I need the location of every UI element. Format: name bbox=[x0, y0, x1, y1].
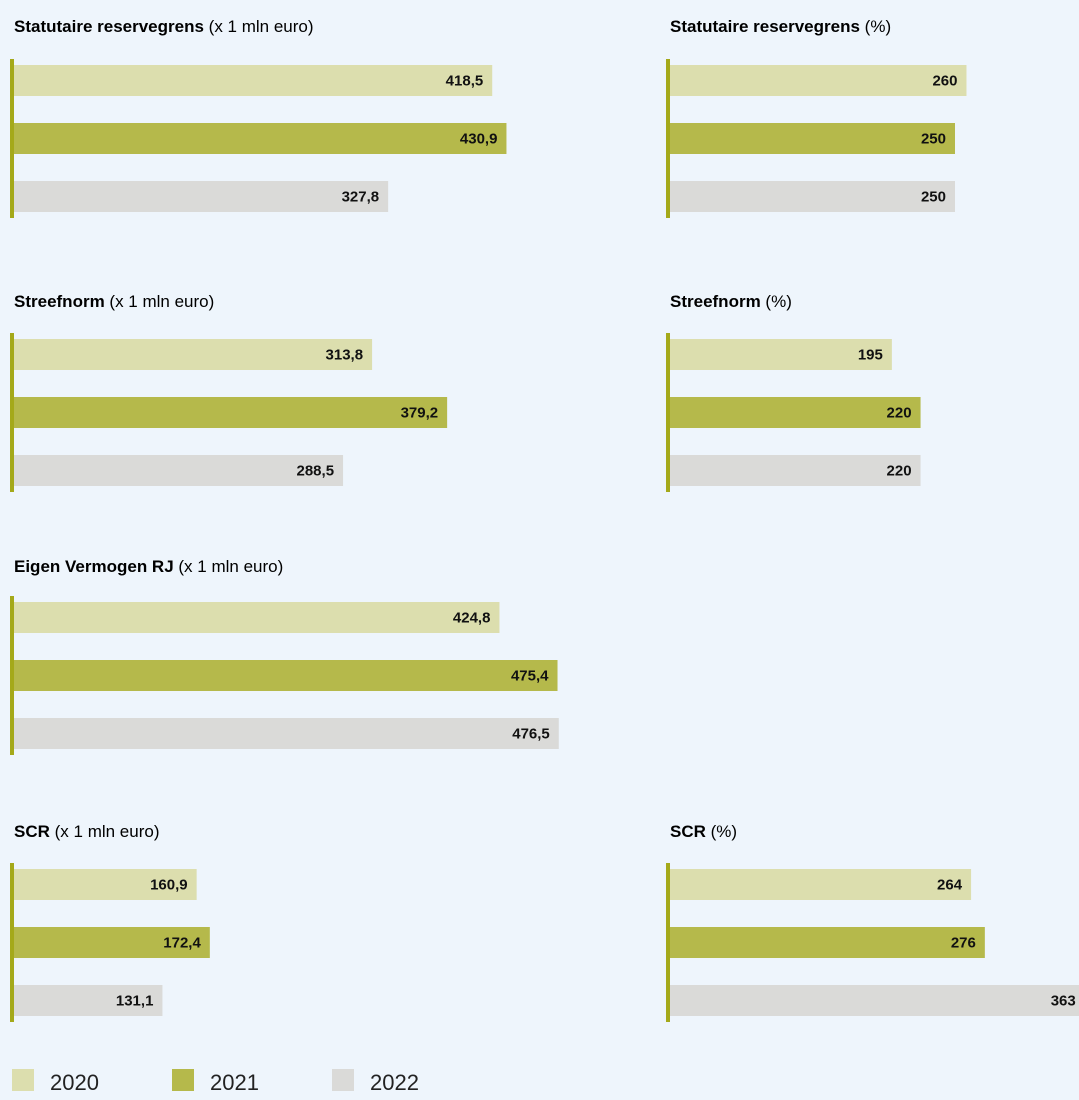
chart-title: Statutaire reservegrens (x 1 mln euro) bbox=[14, 17, 314, 36]
bar-value-label-2020: 313,8 bbox=[326, 347, 364, 364]
bar-2020 bbox=[12, 339, 373, 370]
legend-label: 2022 bbox=[370, 1070, 419, 1095]
chart-title-main: Statutaire reservegrens bbox=[670, 17, 860, 36]
bar-value-label-2022: 250 bbox=[921, 189, 946, 206]
axis-line bbox=[10, 333, 14, 492]
chart-title-unit: (x 1 mln euro) bbox=[50, 822, 160, 841]
chart-title: Streefnorm (x 1 mln euro) bbox=[14, 292, 214, 311]
bar-value-label-2020: 418,5 bbox=[446, 73, 484, 90]
chart-title-main: SCR bbox=[670, 822, 706, 841]
chart-7: SCR (%) 264 276 363 bbox=[666, 822, 1079, 1022]
bar-2021 bbox=[668, 123, 955, 154]
bar-2022 bbox=[668, 455, 921, 486]
bar-value-label-2022: 131,1 bbox=[116, 993, 154, 1010]
chart-title-unit: (%) bbox=[761, 292, 792, 311]
legend-label: 2020 bbox=[50, 1070, 99, 1095]
chart-title-unit: (x 1 mln euro) bbox=[105, 292, 215, 311]
bar-value-label-2020: 160,9 bbox=[150, 877, 188, 894]
chart-2: Statutaire reservegrens (%) 260 250 250 bbox=[666, 17, 967, 218]
bar-value-label-2020: 264 bbox=[937, 877, 963, 894]
bar-2021 bbox=[12, 123, 507, 154]
bar-value-label-2020: 260 bbox=[932, 73, 957, 90]
axis-line bbox=[10, 863, 14, 1022]
bar-value-label-2020: 424,8 bbox=[453, 610, 491, 627]
chart-title: Eigen Vermogen RJ (x 1 mln euro) bbox=[14, 557, 283, 576]
chart-title-unit: (%) bbox=[860, 17, 891, 36]
axis-line bbox=[666, 59, 670, 218]
legend-swatch bbox=[332, 1069, 354, 1091]
legend-swatch bbox=[12, 1069, 34, 1091]
chart-title-unit: (x 1 mln euro) bbox=[204, 17, 314, 36]
bar-value-label-2021: 430,9 bbox=[460, 131, 498, 148]
chart-title-main: Eigen Vermogen RJ bbox=[14, 557, 174, 576]
bar-value-label-2020: 195 bbox=[858, 347, 883, 364]
bar-2022 bbox=[668, 181, 955, 212]
bar-value-label-2022: 476,5 bbox=[512, 726, 550, 743]
bar-value-label-2021: 220 bbox=[887, 405, 912, 422]
chart-title: SCR (%) bbox=[670, 822, 737, 841]
chart-title: Streefnorm (%) bbox=[670, 292, 792, 311]
bar-2020 bbox=[668, 65, 967, 96]
chart-title-unit: (x 1 mln euro) bbox=[174, 557, 284, 576]
chart-1: Statutaire reservegrens (x 1 mln euro) 41… bbox=[10, 17, 507, 218]
bar-2020 bbox=[668, 339, 892, 370]
legend: 2020 2021 2022 bbox=[12, 1069, 419, 1095]
chart-5: Eigen Vermogen RJ (x 1 mln euro) 424,8 475… bbox=[10, 557, 559, 755]
bar-2021 bbox=[668, 397, 921, 428]
bar-2022 bbox=[12, 718, 559, 749]
chart-title: Statutaire reservegrens (%) bbox=[670, 17, 891, 36]
chart-title-main: Streefnorm bbox=[14, 292, 105, 311]
legend-swatch bbox=[172, 1069, 194, 1091]
bar-2021 bbox=[668, 927, 985, 958]
bar-2021 bbox=[12, 660, 558, 691]
bar-value-label-2022: 220 bbox=[887, 463, 912, 480]
bar-value-label-2021: 172,4 bbox=[163, 935, 201, 952]
bar-2022 bbox=[12, 455, 344, 486]
axis-line bbox=[10, 596, 14, 755]
chart-3: Streefnorm (x 1 mln euro) 313,8 379,2 288,5 bbox=[10, 292, 448, 492]
bar-2020 bbox=[12, 869, 197, 900]
axis-line bbox=[666, 863, 670, 1022]
bar-2022 bbox=[12, 181, 389, 212]
bar-value-label-2021: 276 bbox=[951, 935, 976, 952]
bar-2022 bbox=[668, 985, 1079, 1016]
bar-2021 bbox=[12, 927, 210, 958]
legend-item-2022: 2022 bbox=[332, 1069, 419, 1095]
chart-title-unit: (%) bbox=[706, 822, 737, 841]
legend-label: 2021 bbox=[210, 1070, 259, 1095]
bar-value-label-2021: 475,4 bbox=[511, 668, 549, 685]
legend-item-2020: 2020 bbox=[12, 1069, 99, 1095]
bar-2021 bbox=[12, 397, 448, 428]
bar-value-label-2022: 327,8 bbox=[342, 189, 380, 206]
axis-line bbox=[666, 333, 670, 492]
chart-4: Streefnorm (%) 195 220 220 bbox=[666, 292, 921, 492]
chart-title-main: SCR bbox=[14, 822, 50, 841]
bar-2020 bbox=[668, 869, 972, 900]
legend-item-2021: 2021 bbox=[172, 1069, 259, 1095]
bar-value-label-2021: 379,2 bbox=[401, 405, 439, 422]
bar-2022 bbox=[12, 985, 163, 1016]
axis-line bbox=[10, 59, 14, 218]
bar-value-label-2022: 288,5 bbox=[297, 463, 335, 480]
chart-title-main: Statutaire reservegrens bbox=[14, 17, 204, 36]
chart-title: SCR (x 1 mln euro) bbox=[14, 822, 160, 841]
bar-value-label-2021: 250 bbox=[921, 131, 946, 148]
bar-2020 bbox=[12, 65, 493, 96]
chart-title-main: Streefnorm bbox=[670, 292, 761, 311]
chart-6: SCR (x 1 mln euro) 160,9 172,4 131,1 bbox=[10, 822, 210, 1022]
bar-value-label-2022: 363 bbox=[1051, 993, 1076, 1010]
bar-2020 bbox=[12, 602, 500, 633]
